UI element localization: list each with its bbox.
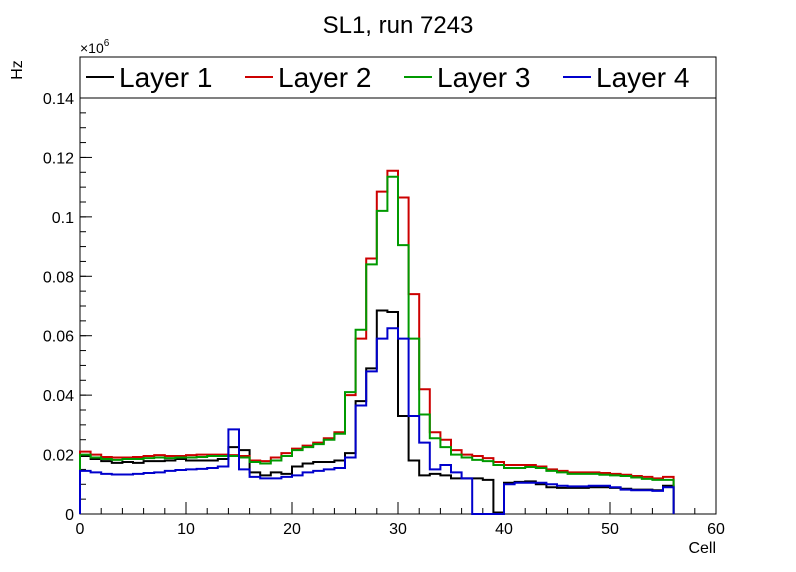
y-multiplier-exponent: 6 <box>104 38 110 49</box>
y-tick-label: 0.12 <box>43 150 74 167</box>
legend: Layer 1 Layer 2 Layer 3 Layer 4 <box>80 57 716 98</box>
x-tick-label: 50 <box>601 521 619 538</box>
y-axis-label: Hz <box>9 60 26 80</box>
x-tick-label: 10 <box>177 521 195 538</box>
x-tick-label: 60 <box>707 521 725 538</box>
legend-label: Layer 3 <box>437 62 530 93</box>
legend-label: Layer 1 <box>119 62 212 93</box>
x-tick-label: 40 <box>495 521 513 538</box>
y-tick-label: 0.14 <box>43 91 74 108</box>
x-tick-label: 0 <box>76 521 85 538</box>
y-tick-label: 0.08 <box>43 269 74 286</box>
x-tick-label: 30 <box>389 521 407 538</box>
y-tick-label: 0.02 <box>43 448 74 465</box>
legend-label: Layer 2 <box>278 62 371 93</box>
x-tick-label: 20 <box>283 521 301 538</box>
x-axis-label: Cell <box>688 540 716 557</box>
y-tick-label: 0 <box>65 507 74 524</box>
y-tick-label: 0.06 <box>43 329 74 346</box>
legend-label: Layer 4 <box>596 62 689 93</box>
y-tick-label: 0.04 <box>43 388 74 405</box>
chart-title: SL1, run 7243 <box>323 12 474 39</box>
y-tick-label: 0.1 <box>52 210 74 227</box>
y-multiplier-base: ×10 <box>80 40 104 56</box>
